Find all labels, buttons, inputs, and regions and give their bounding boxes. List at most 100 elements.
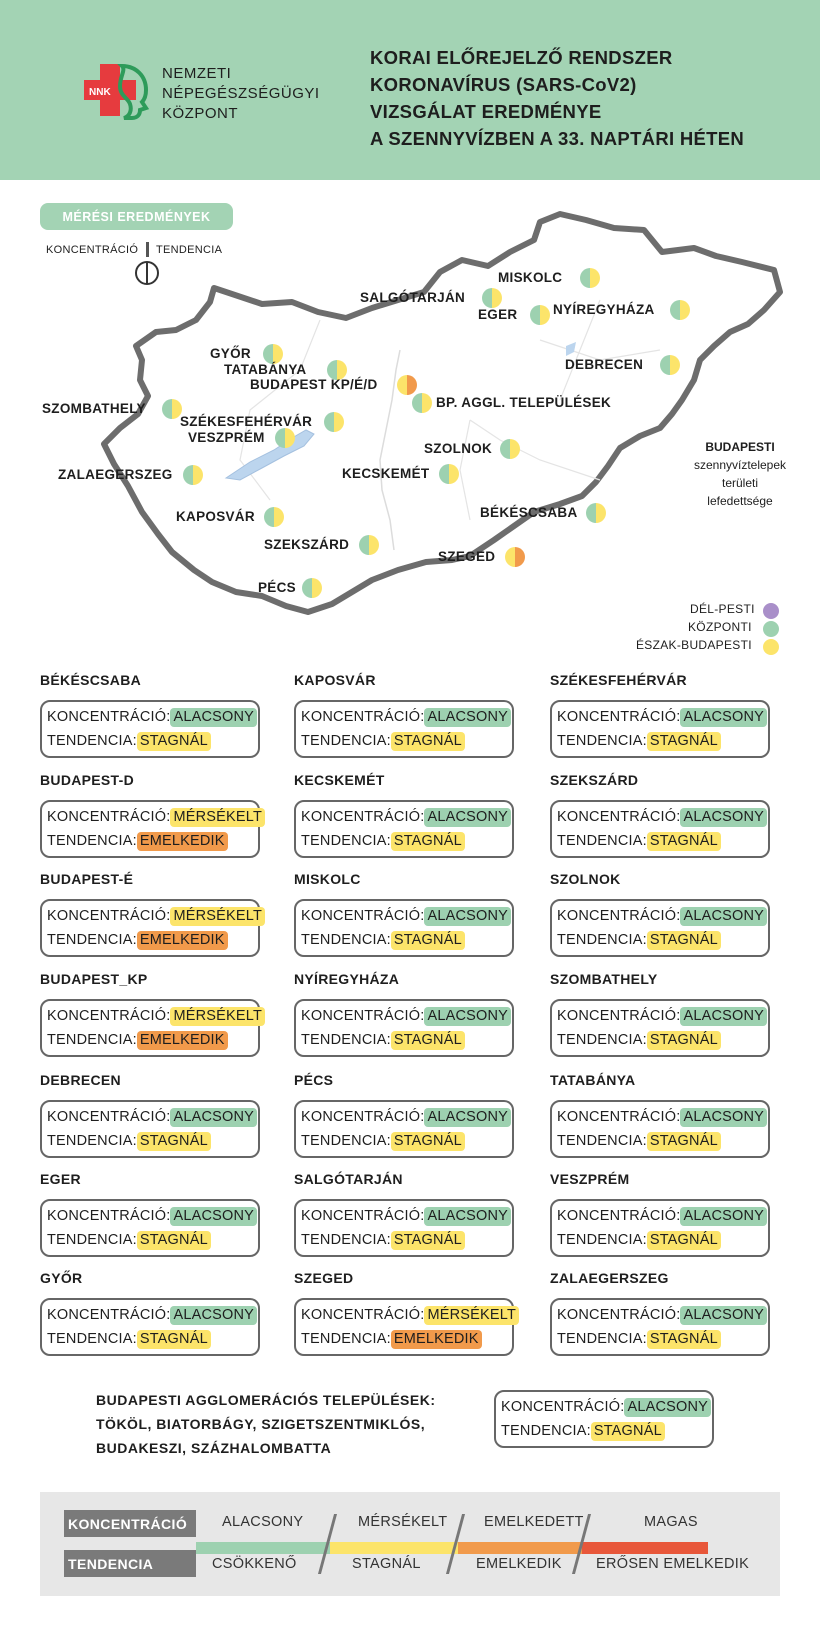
- conc-level-alacsony: ALACSONY: [222, 1514, 304, 1530]
- header-banner: NNK NEMZETI NÉPEGÉSZSÉGÜGYI KÖZPONT KORA…: [0, 0, 820, 180]
- concentration-value: ALACSONY: [680, 708, 768, 727]
- agglomeration-concentration-row: KONCENTRÁCIÓ: ALACSONY: [501, 1398, 712, 1417]
- scale-legend: KONCENTRÁCIÓ TENDENCIA ALACSONY MÉRSÉKEL…: [40, 1492, 780, 1596]
- tendency-row: TENDENCIA: STAGNÁL: [557, 832, 721, 851]
- concentration-row: KONCENTRÁCIÓ: ALACSONY: [557, 1108, 768, 1127]
- tendency-row: TENDENCIA: STAGNÁL: [47, 732, 211, 751]
- budapest-legend-dot: [763, 621, 779, 637]
- tend-level-csokkeno: CSÖKKENŐ: [212, 1556, 297, 1572]
- tendency-row: TENDENCIA: STAGNÁL: [557, 1132, 721, 1151]
- tendency-value: EMELKEDIK: [136, 832, 228, 851]
- city-status-dot: [162, 399, 182, 419]
- budapest-legend-dot: [763, 603, 779, 619]
- card-city-name: BUDAPEST-D: [40, 772, 135, 788]
- budapest-legend-label: DÉL-PESTI: [690, 602, 755, 616]
- concentration-row: KONCENTRÁCIÓ: ALACSONY: [301, 708, 512, 727]
- tendency-row: TENDENCIA: STAGNÁL: [557, 1330, 721, 1349]
- map-city-label: SZEGED: [438, 549, 496, 564]
- result-card: KONCENTRÁCIÓ: ALACSONY TENDENCIA: STAGNÁL: [550, 1100, 770, 1158]
- tendency-value: EMELKEDIK: [136, 1031, 228, 1050]
- result-card: KONCENTRÁCIÓ: ALACSONY TENDENCIA: STAGNÁL: [294, 800, 514, 858]
- tendency-row: TENDENCIA: STAGNÁL: [301, 1132, 465, 1151]
- conc-level-emelkedett: EMELKEDETT: [484, 1514, 584, 1530]
- card-city-name: EGER: [40, 1171, 81, 1187]
- card-city-name: KECSKEMÉT: [294, 772, 385, 788]
- key-tendency: TENDENCIA: [156, 244, 223, 256]
- map-city-label: EGER: [478, 307, 518, 322]
- concentration-row: KONCENTRÁCIÓ: ALACSONY: [301, 1207, 512, 1226]
- scale-bar-high: [582, 1542, 708, 1554]
- result-card: KONCENTRÁCIÓ: ALACSONY TENDENCIA: STAGNÁL: [550, 999, 770, 1057]
- result-card: KONCENTRÁCIÓ: ALACSONY TENDENCIA: STAGNÁL: [550, 1298, 770, 1356]
- key-concentration: KONCENTRÁCIÓ: [46, 244, 139, 256]
- tendency-scale-label: TENDENCIA: [64, 1550, 196, 1577]
- concentration-value: ALACSONY: [170, 1207, 258, 1226]
- concentration-row: KONCENTRÁCIÓ: MÉRSÉKELT: [47, 808, 266, 827]
- tendency-row: TENDENCIA: STAGNÁL: [557, 732, 721, 751]
- concentration-value: ALACSONY: [680, 1007, 768, 1026]
- concentration-row: KONCENTRÁCIÓ: MÉRSÉKELT: [47, 1007, 266, 1026]
- concentration-row: KONCENTRÁCIÓ: ALACSONY: [47, 1207, 258, 1226]
- scale-bar-moderate: [330, 1542, 458, 1554]
- tendency-value: STAGNÁL: [646, 832, 721, 851]
- city-status-dot: [586, 503, 606, 523]
- tendency-row: TENDENCIA: STAGNÁL: [301, 1231, 465, 1250]
- hungary-map: [101, 211, 783, 615]
- budapest-legend-label: ÉSZAK-BUDAPESTI: [636, 638, 752, 652]
- card-city-name: SZOLNOK: [550, 871, 621, 887]
- map-city-label: KECSKEMÉT: [342, 466, 430, 481]
- concentration-value: MÉRSÉKELT: [170, 1007, 266, 1026]
- tendency-row: TENDENCIA: STAGNÁL: [557, 1231, 721, 1250]
- result-card: KONCENTRÁCIÓ: ALACSONY TENDENCIA: STAGNÁL: [550, 800, 770, 858]
- map-city-label: BP. AGGL. TELEPÜLÉSEK: [436, 395, 612, 410]
- city-status-dot: [263, 344, 283, 364]
- card-city-name: SALGÓTARJÁN: [294, 1171, 403, 1187]
- danube-border: [379, 349, 401, 551]
- result-card: KONCENTRÁCIÓ: ALACSONY TENDENCIA: STAGNÁL: [294, 1100, 514, 1158]
- tendency-row: TENDENCIA: STAGNÁL: [301, 732, 465, 751]
- card-city-name: VESZPRÉM: [550, 1171, 630, 1187]
- card-city-name: SZEGED: [294, 1270, 354, 1286]
- tendency-row: TENDENCIA: STAGNÁL: [47, 1231, 211, 1250]
- concentration-row: KONCENTRÁCIÓ: ALACSONY: [47, 1306, 258, 1325]
- card-city-name: BÉKÉSCSABA: [40, 672, 142, 688]
- agglomeration-card: KONCENTRÁCIÓ: ALACSONY TENDENCIA: STAGNÁL: [494, 1390, 714, 1448]
- tendency-value: STAGNÁL: [646, 1031, 721, 1050]
- county-lines: [239, 299, 661, 521]
- card-city-name: NYÍREGYHÁZA: [294, 971, 400, 987]
- agglomeration-tendency-value: STAGNÁL: [590, 1422, 665, 1441]
- concentration-row: KONCENTRÁCIÓ: ALACSONY: [557, 1207, 768, 1226]
- card-city-name: KAPOSVÁR: [294, 672, 376, 688]
- map-city-label: MISKOLC: [498, 270, 563, 285]
- conc-level-mersekelt: MÉRSÉKELT: [358, 1514, 448, 1530]
- city-status-dot: [670, 300, 690, 320]
- city-status-dot: [505, 547, 525, 567]
- tendency-value: STAGNÁL: [646, 931, 721, 950]
- card-city-name: BUDAPEST_KP: [40, 971, 148, 987]
- concentration-row: KONCENTRÁCIÓ: MÉRSÉKELT: [47, 907, 266, 926]
- organization-name: NEMZETI NÉPEGÉSZSÉGÜGYI KÖZPONT: [162, 65, 320, 122]
- tendency-row: TENDENCIA: EMELKEDIK: [47, 931, 228, 950]
- city-status-dot: [275, 428, 295, 448]
- tendency-value: STAGNÁL: [646, 732, 721, 751]
- map-city-label: GYŐR: [210, 346, 251, 361]
- tendency-value: EMELKEDIK: [136, 931, 228, 950]
- card-city-name: ZALAEGERSZEG: [550, 1270, 669, 1286]
- page-title: KORAI ELŐREJELZŐ RENDSZER KORONAVÍRUS (S…: [370, 47, 745, 149]
- concentration-value: ALACSONY: [170, 708, 258, 727]
- tendency-value: STAGNÁL: [390, 832, 465, 851]
- tendency-value: STAGNÁL: [136, 732, 211, 751]
- city-status-dot: [530, 305, 550, 325]
- map-city-label: KAPOSVÁR: [176, 509, 255, 524]
- card-city-name: BUDAPEST-É: [40, 871, 134, 887]
- concentration-value: ALACSONY: [680, 907, 768, 926]
- card-city-name: SZOMBATHELY: [550, 971, 658, 987]
- tendency-value: STAGNÁL: [136, 1132, 211, 1151]
- result-card: KONCENTRÁCIÓ: MÉRSÉKELT TENDENCIA: EMELKEDI…: [40, 800, 266, 858]
- tendency-row: TENDENCIA: EMELKEDIK: [47, 832, 228, 851]
- city-status-dot: [482, 288, 502, 308]
- tendency-row: TENDENCIA: STAGNÁL: [301, 1031, 465, 1050]
- concentration-value: ALACSONY: [424, 1108, 512, 1127]
- result-card: KONCENTRÁCIÓ: ALACSONY TENDENCIA: STAGNÁL: [294, 1199, 514, 1257]
- result-card: KONCENTRÁCIÓ: ALACSONY TENDENCIA: STAGNÁL: [550, 899, 770, 957]
